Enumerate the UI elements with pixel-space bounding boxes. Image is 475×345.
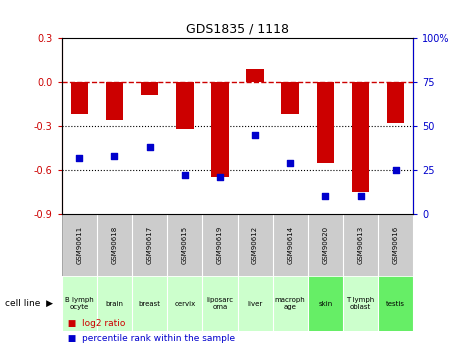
Text: GSM90614: GSM90614: [287, 226, 293, 264]
Bar: [167, 214, 202, 276]
Bar: [211, 82, 228, 177]
Bar: [176, 82, 194, 129]
Text: GSM90613: GSM90613: [358, 226, 363, 264]
Text: liver: liver: [247, 300, 263, 307]
Bar: [316, 82, 334, 162]
Bar: [343, 214, 378, 276]
Text: cell line  ▶: cell line ▶: [5, 299, 53, 308]
Point: [111, 153, 118, 159]
Text: brain: brain: [105, 300, 124, 307]
Text: T lymph
oblast: T lymph oblast: [346, 297, 375, 310]
Text: ■  log2 ratio: ■ log2 ratio: [62, 319, 125, 328]
Text: GSM90620: GSM90620: [323, 226, 328, 264]
Bar: [62, 214, 97, 276]
Bar: [387, 82, 404, 123]
Point: [392, 167, 399, 172]
Text: cervix: cervix: [174, 300, 195, 307]
Text: macroph
age: macroph age: [275, 297, 305, 310]
Point: [251, 132, 259, 137]
Point: [181, 172, 189, 178]
Point: [216, 174, 224, 180]
Text: B lymph
ocyte: B lymph ocyte: [65, 297, 94, 310]
Text: GSM90618: GSM90618: [112, 226, 117, 264]
Point: [286, 160, 294, 166]
Point: [357, 194, 364, 199]
Text: GSM90616: GSM90616: [393, 226, 399, 264]
Bar: [378, 214, 413, 276]
Bar: [238, 276, 273, 331]
Bar: [71, 82, 88, 114]
Bar: [202, 276, 238, 331]
Text: breast: breast: [139, 300, 161, 307]
Bar: [343, 276, 378, 331]
Bar: [132, 214, 167, 276]
Bar: [352, 82, 369, 192]
Bar: [273, 276, 308, 331]
Text: ■  percentile rank within the sample: ■ percentile rank within the sample: [62, 334, 235, 343]
Point: [146, 144, 153, 150]
Text: skin: skin: [318, 300, 332, 307]
Bar: [202, 214, 238, 276]
Bar: [141, 82, 158, 95]
Bar: [167, 276, 202, 331]
Bar: [97, 214, 132, 276]
Bar: [378, 276, 413, 331]
Bar: [105, 82, 124, 120]
Bar: [247, 69, 264, 82]
Text: GDS1835 / 1118: GDS1835 / 1118: [186, 22, 289, 36]
Text: GSM90617: GSM90617: [147, 226, 152, 264]
Text: liposarc
oma: liposarc oma: [206, 297, 234, 310]
Bar: [62, 276, 97, 331]
Bar: [308, 276, 343, 331]
Bar: [273, 214, 308, 276]
Text: GSM90611: GSM90611: [76, 226, 82, 264]
Text: GSM90619: GSM90619: [217, 226, 223, 264]
Bar: [97, 276, 132, 331]
Bar: [308, 214, 343, 276]
Point: [76, 155, 83, 160]
Text: GSM90615: GSM90615: [182, 226, 188, 264]
Text: testis: testis: [386, 300, 405, 307]
Bar: [132, 276, 167, 331]
Bar: [238, 214, 273, 276]
Text: GSM90612: GSM90612: [252, 226, 258, 264]
Bar: [281, 82, 299, 114]
Point: [322, 194, 329, 199]
